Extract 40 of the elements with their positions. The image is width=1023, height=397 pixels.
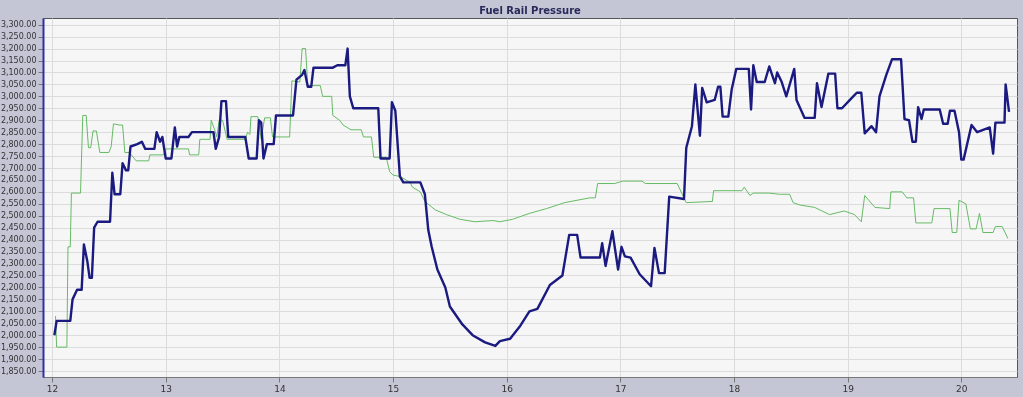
x-tick-label: 12 [46, 383, 59, 394]
y-tick-label: 2,850.00 [0, 127, 37, 137]
x-tick-label: 13 [160, 383, 172, 394]
y-tick-label: 3,300.00 [0, 20, 37, 30]
chart-title: Fuel Rail Pressure [479, 5, 582, 16]
x-tick-label: 19 [842, 383, 855, 394]
x-tick-label: 17 [615, 383, 627, 394]
y-tick-label: 2,250.00 [0, 270, 37, 280]
x-tick-label: 16 [501, 383, 514, 394]
y-tick-label: 2,600.00 [0, 187, 37, 197]
y-tick-label: 2,550.00 [0, 199, 37, 209]
y-tick-label: 3,150.00 [0, 56, 37, 66]
y-tick-label: 2,450.00 [0, 223, 37, 233]
y-tick-label: 3,100.00 [0, 67, 37, 77]
y-tick-label: 2,100.00 [0, 306, 37, 316]
y-tick-label: 2,950.00 [0, 103, 37, 113]
y-tick-label: 2,350.00 [0, 247, 37, 257]
y-tick-label: 2,800.00 [0, 139, 37, 149]
y-tick-label: 1,950.00 [0, 342, 37, 352]
x-tick-label: 15 [387, 383, 400, 394]
y-tick-label: 3,050.00 [0, 79, 37, 89]
y-tick-label: 2,300.00 [0, 259, 37, 269]
y-tick-label: 2,650.00 [0, 175, 37, 185]
y-tick-label: 2,200.00 [0, 282, 37, 292]
y-tick-label: 2,050.00 [0, 318, 37, 328]
y-tick-label: 2,150.00 [0, 294, 37, 304]
y-tick-label: 1,900.00 [0, 354, 37, 364]
y-tick-label: 2,900.00 [0, 115, 37, 125]
x-tick-label: 14 [274, 383, 286, 394]
y-tick-label: 2,000.00 [0, 330, 37, 340]
x-tick-label: 18 [728, 383, 741, 394]
x-tick-label: 20 [956, 383, 968, 394]
y-tick-label: 2,750.00 [0, 151, 37, 161]
y-tick-label: 2,400.00 [0, 235, 37, 245]
y-tick-label: 2,700.00 [0, 163, 37, 173]
y-tick-label: 1,850.00 [0, 366, 37, 376]
y-tick-label: 3,200.00 [0, 44, 37, 54]
y-tick-label: 2,500.00 [0, 211, 37, 221]
y-tick-label: 3,250.00 [0, 32, 37, 42]
y-tick-label: 3,000.00 [0, 91, 37, 101]
